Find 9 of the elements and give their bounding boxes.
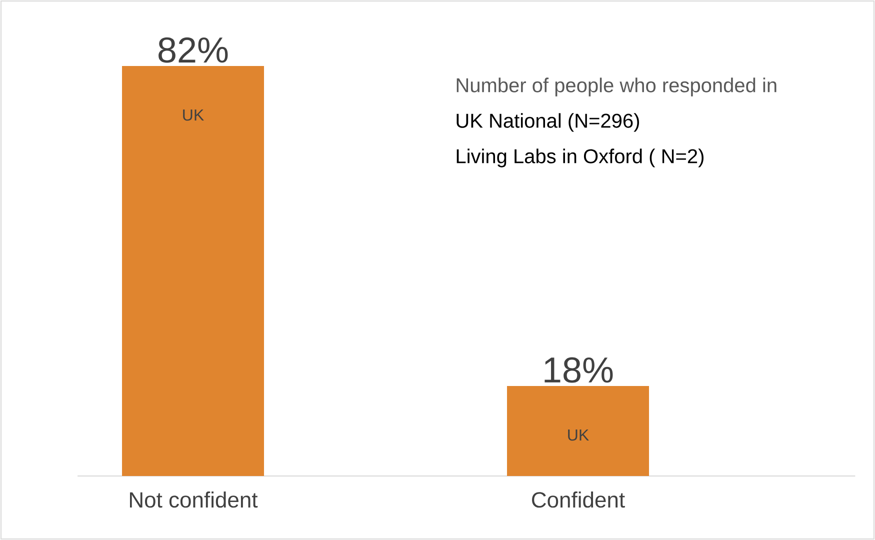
- x-tick-label: Not confident: [130, 492, 258, 508]
- annotation: Living Labs in Oxford ( N=2): [456, 148, 704, 168]
- annotation: Number of people who responded in: [456, 78, 776, 96]
- text: UK: [183, 110, 204, 121]
- data-label: 18%: [544, 357, 613, 383]
- series-label: UK: [568, 430, 589, 441]
- x-tick-label: Confident: [532, 492, 625, 508]
- annotation: UK National (N=296): [456, 113, 640, 132]
- data-label: 82%: [158, 37, 228, 63]
